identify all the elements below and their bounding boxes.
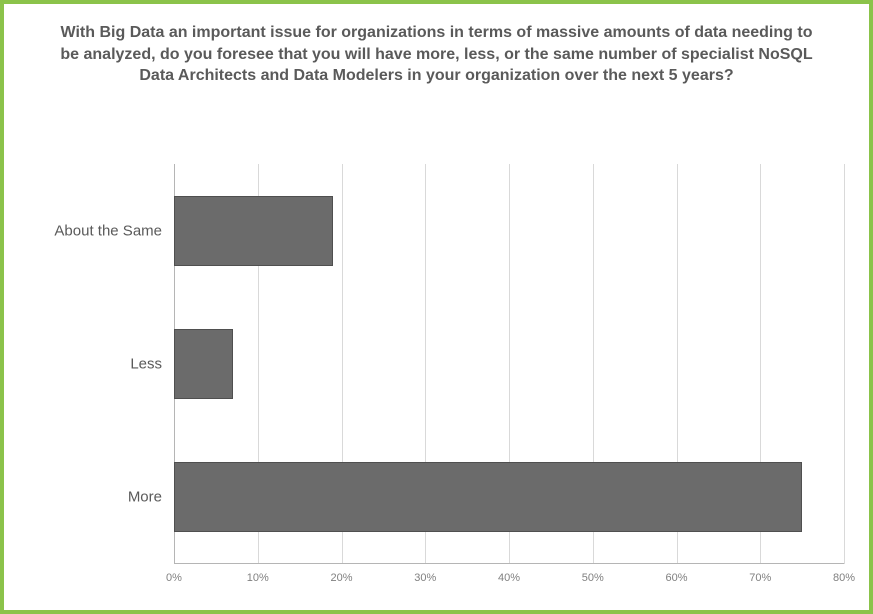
y-category-label: Less [130,356,174,373]
y-category-label: About the Same [54,222,174,239]
gridline [844,164,845,564]
chart-plot: 0%10%20%30%40%50%60%70%80%About the Same… [174,164,844,564]
bar [174,329,233,399]
x-tick-label: 80% [833,564,855,584]
x-tick-label: 40% [498,564,520,584]
x-tick-label: 50% [582,564,604,584]
chart-title: With Big Data an important issue for org… [4,4,869,95]
y-category-label: More [128,489,174,506]
x-axis-line [174,563,844,564]
x-tick-label: 30% [414,564,436,584]
x-tick-label: 60% [665,564,687,584]
chart-frame: With Big Data an important issue for org… [0,0,873,614]
x-tick-label: 70% [749,564,771,584]
x-tick-label: 0% [166,564,182,584]
x-tick-label: 10% [247,564,269,584]
bar [174,196,333,266]
bar [174,462,802,532]
x-tick-label: 20% [330,564,352,584]
